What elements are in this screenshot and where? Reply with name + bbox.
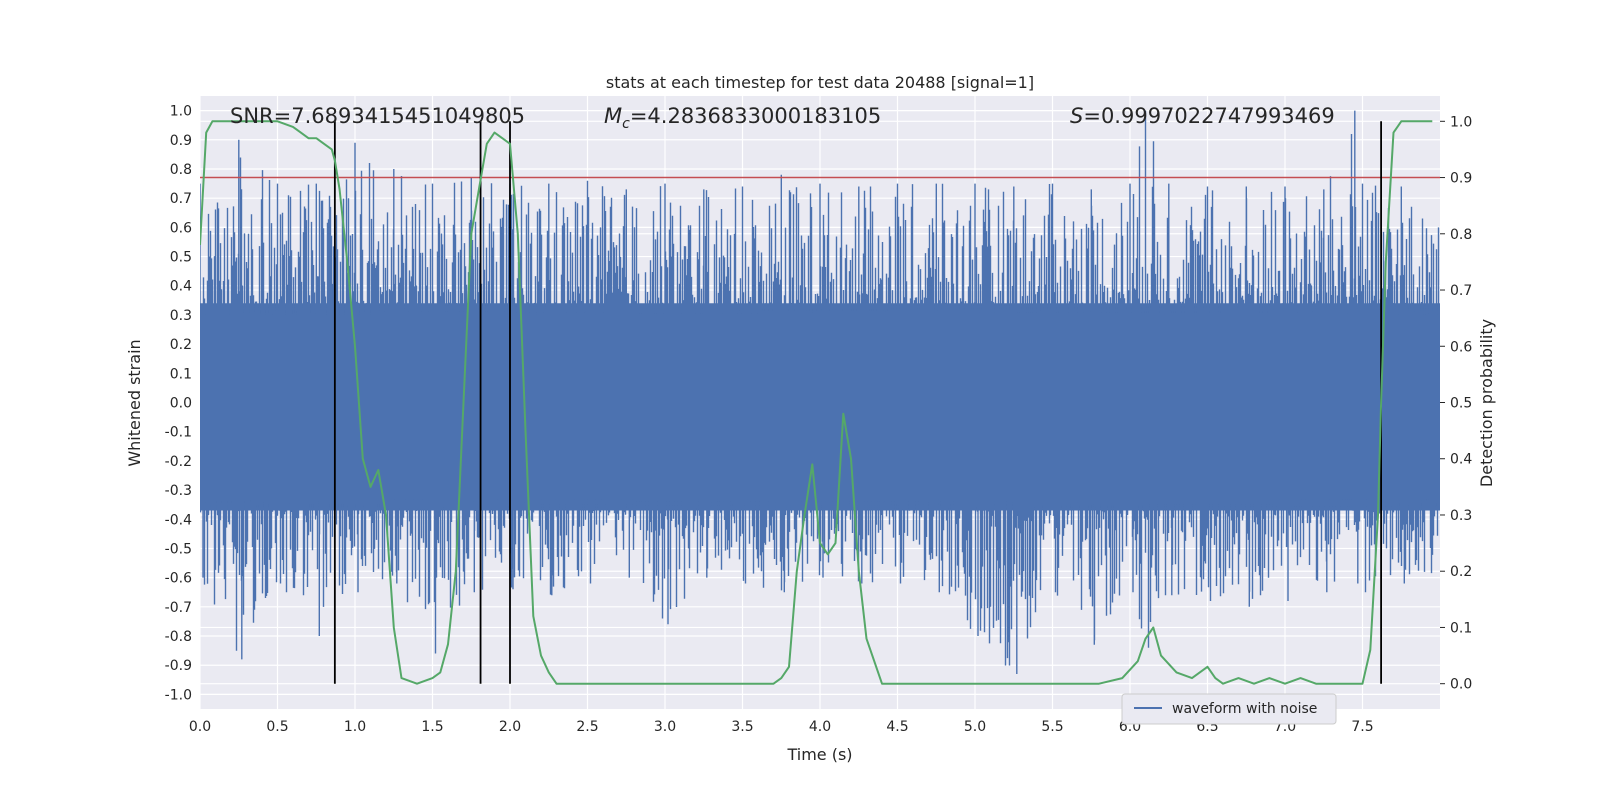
x-tick-label: 5.5 <box>1041 719 1063 735</box>
score-annotation: S=0.9997022747993469 <box>1070 104 1335 128</box>
y-tick-label: -0.9 <box>165 658 192 674</box>
y-tick-label: -0.6 <box>165 571 192 587</box>
y2-tick-label: 0.4 <box>1450 452 1472 468</box>
y-tick-label: -0.2 <box>165 454 192 470</box>
y2-tick-label: 0.8 <box>1450 227 1472 243</box>
chirp-mass-symbol: M <box>604 104 622 128</box>
y-tick-label: 1.0 <box>170 104 192 120</box>
x-tick-label: 3.0 <box>654 719 676 735</box>
y2-tick-label: 0.6 <box>1450 339 1472 355</box>
y-tick-label: 0.7 <box>170 191 192 207</box>
detection-probability-series <box>200 120 1433 685</box>
score-value: =0.9997022747993469 <box>1083 104 1334 128</box>
y2-tick-label: 0.3 <box>1450 508 1472 524</box>
y2-tick-label: 0.1 <box>1450 620 1472 636</box>
chirp-mass-value: =4.2836833000183105 <box>630 104 881 128</box>
y-axis-label: Whitened strain <box>125 339 144 466</box>
y2-tick-label: 0.9 <box>1450 171 1472 187</box>
y-tick-label: -1.0 <box>165 687 192 703</box>
chart-title: stats at each timestep for test data 204… <box>606 73 1034 92</box>
legend: waveform with noise <box>1121 693 1337 725</box>
x-axis-label: Time (s) <box>786 745 852 764</box>
y-tick-label: 0.1 <box>170 366 192 382</box>
x-ticks: 0.0 0.5 1.0 1.5 2.0 2.5 3.0 3.5 4.0 4.5 5.0 5.5 6.0 6… <box>189 719 1374 735</box>
x-tick-label: 5.0 <box>964 719 986 735</box>
y2-tick-label: 0.2 <box>1450 564 1472 580</box>
y-tick-label: -0.5 <box>165 541 192 557</box>
y2-tick-label: 1.0 <box>1450 114 1472 130</box>
y-tick-label: -0.1 <box>165 425 192 441</box>
y-tick-label: 0.8 <box>170 162 192 178</box>
chirp-mass-subscript: c <box>622 116 630 132</box>
y2-tick-label: 0.5 <box>1450 396 1472 412</box>
legend-box <box>1121 693 1337 725</box>
x-tick-label: 2.0 <box>499 719 521 735</box>
y-tick-label: 0.0 <box>170 396 192 412</box>
y2-tick-label: 0.0 <box>1450 677 1472 693</box>
y-tick-label: -0.3 <box>165 483 192 499</box>
y-tick-label: 0.4 <box>170 279 192 295</box>
x-tick-label: 4.0 <box>809 719 831 735</box>
waveform-series <box>200 110 1440 674</box>
y-tick-label: -0.7 <box>165 600 192 616</box>
y-tick-label: 0.5 <box>170 250 192 266</box>
chirp-mass-annotation: Mc=4.2836833000183105 <box>604 104 881 132</box>
x-tick-label: 0.0 <box>189 719 211 735</box>
y-tick-label: 0.6 <box>170 220 192 236</box>
x-tick-label: 2.5 <box>576 719 598 735</box>
y-tick-label: 0.3 <box>170 308 192 324</box>
snr-annotation: SNR=7.6893415451049805 <box>230 104 525 128</box>
waveform-line <box>200 110 1440 674</box>
x-tick-label: 7.5 <box>1351 719 1373 735</box>
y-ticks: -1.0 -0.9 -0.8 -0.7 -0.6 -0.5 -0.4 -0.3 -0.2 -0.1… <box>165 104 192 704</box>
y-tick-label: 0.2 <box>170 337 192 353</box>
score-symbol: S <box>1070 104 1083 128</box>
legend-label: waveform with noise <box>1172 701 1317 717</box>
x-tick-label: 0.5 <box>266 719 288 735</box>
x-tick-label: 1.0 <box>344 719 366 735</box>
y-tick-label: -0.4 <box>165 512 192 528</box>
x-tick-label: 4.5 <box>886 719 908 735</box>
y2-ticks: 0.0 0.1 0.2 0.3 0.4 0.5 0.6 0.7 0.8 0.9 1.0 <box>1440 114 1472 693</box>
probability-line <box>200 120 1433 685</box>
y2-tick-label: 0.7 <box>1450 283 1472 299</box>
y-tick-label: 0.9 <box>170 133 192 149</box>
x-tick-label: 3.5 <box>731 719 753 735</box>
x-tick-label: 1.5 <box>421 719 443 735</box>
y2-axis-label: Detection probability <box>1477 319 1496 487</box>
y-tick-label: -0.8 <box>165 629 192 645</box>
